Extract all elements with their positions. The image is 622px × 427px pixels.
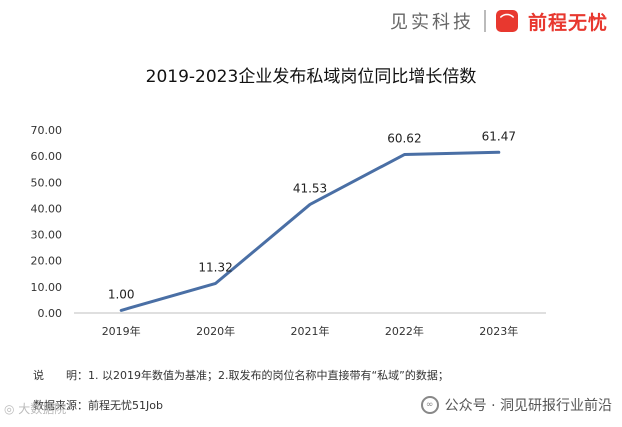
y-tick-label: 50.00	[31, 176, 63, 189]
data-label: 61.47	[482, 129, 516, 143]
wechat-account-icon: ∞	[420, 396, 439, 414]
company-logo-text: 前程无忧	[527, 11, 608, 34]
x-tick-label: 2019年	[102, 324, 141, 338]
y-axis-labels: 0.00 10.00 20.00 30.00 40.00 50.00 60.00 70.00	[31, 124, 63, 320]
x-tick-label: 2020年	[196, 324, 235, 338]
y-tick-label: 20.00	[31, 255, 63, 268]
chart-title: 2019-2023企业发布私域岗位同比增长倍数	[145, 67, 477, 87]
watermark-right-text: 公众号 · 洞见研报行业前沿	[444, 398, 612, 414]
watermark-left: ◎ 大数据院	[4, 402, 67, 416]
data-label: 41.53	[293, 181, 327, 195]
header-brand: 见实科技 ⌒ 前程无忧	[390, 6, 608, 36]
data-label: 60.62	[387, 132, 421, 146]
brand-divider	[483, 10, 486, 32]
data-label: 11.32	[198, 260, 232, 274]
y-tick-label: 30.00	[31, 229, 63, 242]
watermark-right: ∞ 公众号 · 洞见研报行业前沿	[420, 395, 612, 415]
x-tick-label: 2023年	[479, 324, 518, 338]
y-tick-label: 60.00	[31, 150, 63, 163]
chart-note: 说 明：1. 以2019年数值为基准；2.取发布的岗位名称中直接带有“私域”的数…	[33, 369, 449, 382]
y-tick-label: 70.00	[31, 124, 63, 137]
data-source: 数据来源：前程无忧51Job	[33, 399, 163, 412]
data-label: 1.00	[108, 287, 135, 301]
y-tick-label: 40.00	[31, 202, 63, 215]
y-tick-label: 10.00	[31, 281, 63, 294]
brand-text: 见实科技	[389, 12, 474, 33]
data-labels: 1.00 11.32 41.53 60.62 61.47	[108, 129, 516, 301]
y-tick-label: 0.00	[38, 307, 63, 320]
company-logo-icon: ⌒	[495, 10, 518, 32]
x-tick-label: 2022年	[385, 324, 424, 338]
x-tick-label: 2021年	[291, 324, 330, 338]
x-axis-labels: 2019年 2020年 2021年 2022年 2023年	[102, 324, 519, 338]
series-line	[119, 150, 501, 312]
